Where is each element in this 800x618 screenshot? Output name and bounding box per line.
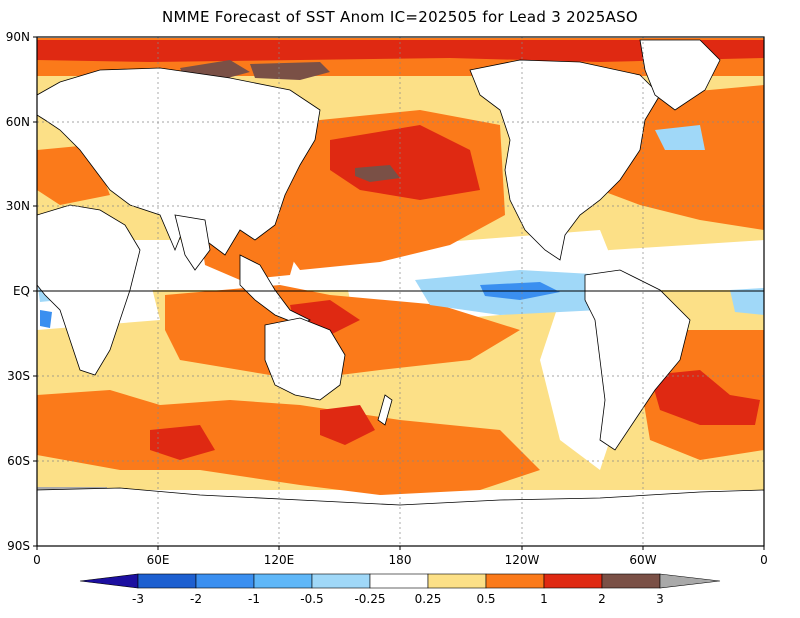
lon-label: 0 <box>33 553 41 567</box>
colorbar-labels: -3 -2 -1 -0.5 -0.25 0.25 0.5 1 2 3 <box>132 592 664 606</box>
landmass-nz <box>377 394 393 426</box>
colorbar-swatch <box>601 573 661 589</box>
landmass-africa <box>37 204 141 376</box>
lat-label: 60S <box>7 454 30 468</box>
colorbar-right-arrow <box>659 573 721 589</box>
anomaly-orange-areas <box>37 38 764 495</box>
lon-label: 120W <box>505 553 540 567</box>
landmass-eurasia <box>37 67 321 256</box>
colorbar-label: 3 <box>656 592 664 606</box>
colorbar-swatch <box>485 573 545 589</box>
lon-label: 60E <box>147 553 170 567</box>
map-title: NMME Forecast of SST Anom IC=202505 for … <box>161 8 639 26</box>
colorbar-label: 2 <box>598 592 606 606</box>
lat-label: 30S <box>7 369 30 383</box>
colorbar-label: 0.5 <box>476 592 495 606</box>
colorbar-label: -3 <box>132 592 144 606</box>
axis-ticks <box>33 36 765 550</box>
lat-label: 60N <box>6 115 30 129</box>
lat-labels: 90N 60N 30N EQ 30S 60S 90S <box>6 30 30 553</box>
lon-label: 180 <box>389 553 412 567</box>
colorbar-label: -2 <box>190 592 202 606</box>
colorbar-swatch <box>137 573 197 589</box>
landmass-australia <box>264 317 346 401</box>
lon-label: 60W <box>629 553 656 567</box>
landmass-south-america <box>584 269 691 451</box>
lat-label: 30N <box>6 199 30 213</box>
colorbar-swatch <box>311 573 371 589</box>
landmass-antarctica <box>37 487 764 546</box>
landmass-greenland <box>639 39 721 111</box>
lon-labels: 0 60E 120E 180 120W 60W 0 <box>33 553 768 567</box>
colorbar-label: 0.25 <box>415 592 442 606</box>
colorbar-label: -1 <box>248 592 260 606</box>
colorbar-label: -0.5 <box>300 592 323 606</box>
lat-label: 90N <box>6 30 30 44</box>
colorbar: -3 -2 -1 -0.5 -0.25 0.25 0.5 1 2 3 <box>79 573 721 606</box>
lat-label: EQ <box>13 284 30 298</box>
colorbar-swatch <box>195 573 255 589</box>
colorbar-label: 1 <box>540 592 548 606</box>
anomaly-field <box>37 37 764 546</box>
graticule <box>37 37 764 546</box>
landmass-india <box>174 214 211 271</box>
continents <box>37 39 764 546</box>
lat-label: 90S <box>7 539 30 553</box>
colorbar-label: -0.25 <box>354 592 385 606</box>
colorbar-swatch <box>369 573 429 589</box>
colorbar-swatch <box>543 573 603 589</box>
colorbar-swatch <box>427 573 487 589</box>
colorbar-swatch <box>253 573 313 589</box>
colorbar-left-arrow <box>79 573 139 589</box>
lon-label: 120E <box>264 553 295 567</box>
lon-label: 0 <box>760 553 768 567</box>
